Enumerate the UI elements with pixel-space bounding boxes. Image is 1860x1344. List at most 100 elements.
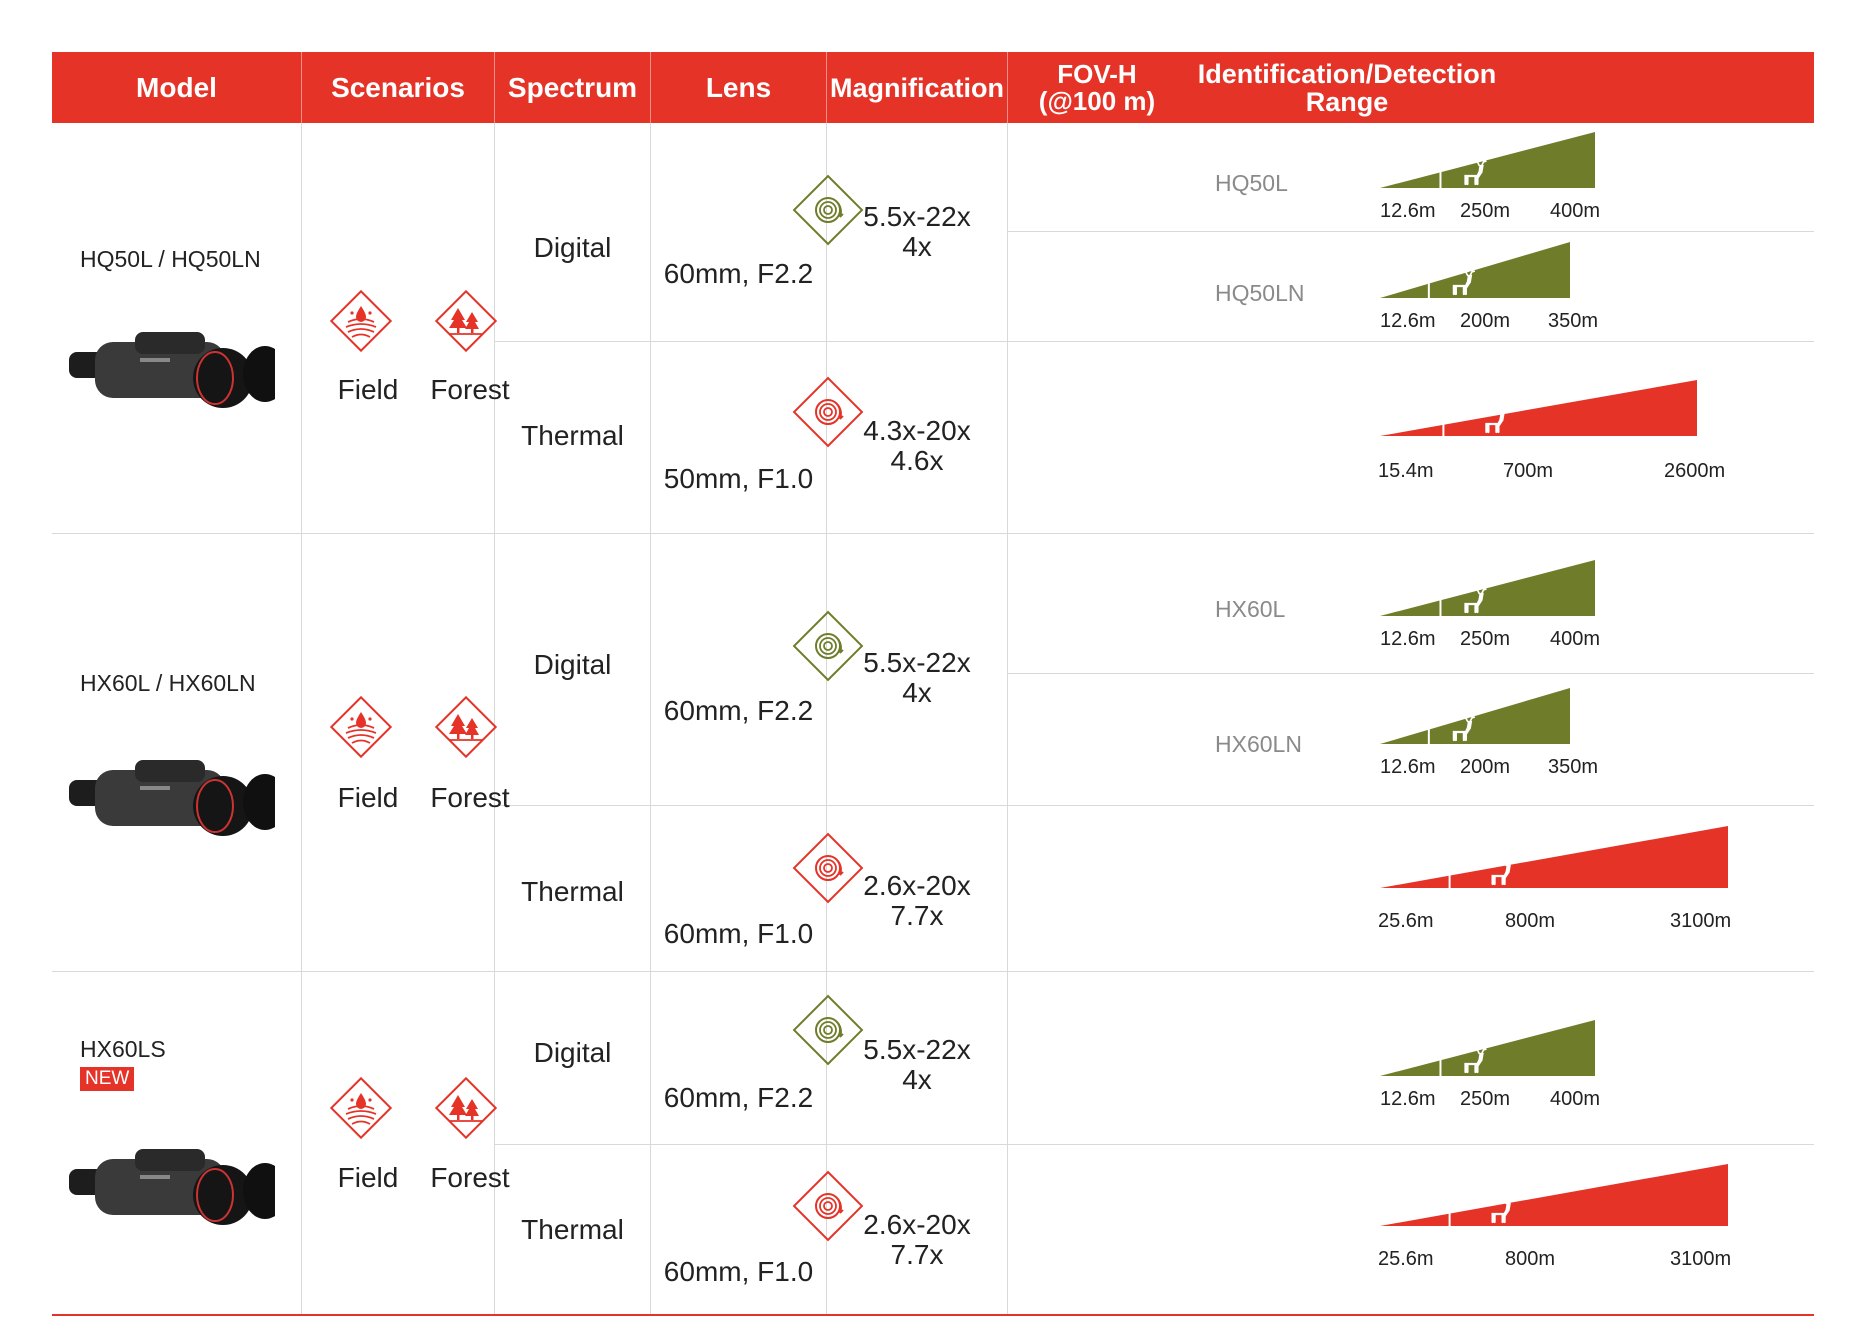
table-bottom-rule [52,1314,1814,1316]
lens-icon [788,170,868,255]
header-divider [650,52,651,123]
forest-scenario-icon [431,1073,501,1148]
spectrum-digital: Digital [533,232,612,263]
table-body [52,123,1814,1316]
detection-value: 350m [1548,756,1599,778]
lens-spec: 60mm, F2.2 [663,695,814,726]
lens-icon [792,994,864,1066]
header-lens: Lens [705,71,772,103]
fov-value: 12.6m [1380,628,1436,650]
forest-scenario-icon [431,692,501,767]
binocular-device-image [69,760,287,836]
scenario-label-field: Field [337,1162,399,1193]
magnification: 5.5x-22x 4x [827,648,1007,708]
binocular-device-image [65,328,287,423]
field-scenario-icon [326,286,396,361]
magnification-base: 7.7x [890,1239,944,1270]
lens-spec: 60mm, F2.2 [663,258,814,289]
scenario-label-forest: Forest [430,782,510,813]
magnification-base: 7.7x [890,900,944,931]
lens-icon [788,828,868,913]
detection-range-wedge [1380,826,1728,888]
field-scenario-icon [329,1076,393,1140]
magnification: 5.5x-22x 4x [827,1035,1007,1095]
header-magnification: Magnification [830,72,1004,103]
detection-value: 3100m [1670,1248,1732,1270]
model-name: HX60L / HX60LN [80,670,256,696]
lens-spec: 50mm, F1.0 [663,463,814,494]
detection-range-wedge [1380,1164,1728,1226]
magnification: 5.5x-22x 4x [827,202,1007,262]
lens-icon [788,606,868,691]
magnification-base: 4x [902,677,932,708]
fov-value: 12.6m [1380,310,1436,332]
range-chart-digital [1380,560,1595,616]
fov-value: 12.6m [1380,1088,1436,1110]
range-chart-digital [1380,688,1570,744]
detection-value: 400m [1550,200,1601,222]
detection-value: 400m [1550,628,1601,650]
spectrum-digital: Digital [533,1037,612,1068]
forest-scenario-icon [434,695,498,759]
detection-value: 400m [1550,1088,1601,1110]
magnification-base: 4.6x [890,445,944,476]
column-divider [826,123,827,1316]
lens-icon [788,990,868,1075]
model-name: HX60LS [80,1036,166,1062]
scenario-label-field: Field [337,374,399,405]
spectrum-digital: Digital [533,649,612,680]
header-divider [494,52,495,123]
scenario-label-forest: Forest [430,1162,510,1193]
identification-value: 200m [1460,756,1511,778]
magnification-range: 2.6x-20x [863,1209,971,1240]
fov-value: 25.6m [1378,910,1434,932]
deer-icon [1491,859,1514,886]
range-chart-thermal [1380,826,1728,888]
column-divider [494,123,495,1316]
variant-divider [1007,231,1814,232]
forest-scenario-icon [434,289,498,353]
deer-icon [1491,1197,1514,1224]
binocular-device-image [65,1145,287,1240]
lens-spec: 60mm, F2.2 [663,1082,814,1113]
header-spectrum: Spectrum [507,71,638,103]
range-chart-thermal [1380,380,1697,436]
scenario-label-field: Field [337,782,399,813]
group-divider [52,533,1814,534]
forest-scenario-icon [434,1076,498,1140]
model-name: HQ50L / HQ50LN [80,246,261,272]
detection-range-wedge [1380,380,1697,436]
binocular-device-image [65,756,287,851]
field-scenario-icon [329,289,393,353]
identification-value: 800m [1505,910,1556,932]
detection-value: 2600m [1664,460,1726,482]
lens-icon [788,372,868,457]
spectrum-thermal: Thermal [521,876,624,907]
detection-range-wedge [1380,242,1570,298]
magnification-range: 5.5x-22x [863,201,971,232]
magnification-range: 2.6x-20x [863,870,971,901]
binocular-device-image [69,332,287,408]
field-scenario-icon [326,692,396,767]
deer-icon [1464,587,1487,614]
detection-value: 3100m [1670,910,1732,932]
spectrum-thermal: Thermal [521,1214,624,1245]
range-chart-digital [1380,132,1595,188]
detection-range-wedge [1380,560,1595,616]
row-divider [494,805,1814,806]
identification-value: 200m [1460,310,1511,332]
header-model: Model [136,71,217,103]
variant-name: HQ50L [1215,170,1288,196]
magnification-range: 4.3x-20x [863,415,971,446]
column-divider [1007,123,1008,1316]
table-header: Model Scenarios Spectrum Lens Magnificat… [52,52,1814,123]
deer-icon [1485,407,1508,434]
lens-icon [788,1166,868,1251]
deer-icon [1464,1047,1487,1074]
forest-scenario-icon [431,286,501,361]
fov-value: 12.6m [1380,200,1436,222]
magnification-range: 5.5x-22x [863,1034,971,1065]
range-chart-digital [1380,242,1570,298]
header-scenarios: Scenarios [331,71,465,103]
lens-spec: 60mm, F1.0 [663,1256,814,1287]
